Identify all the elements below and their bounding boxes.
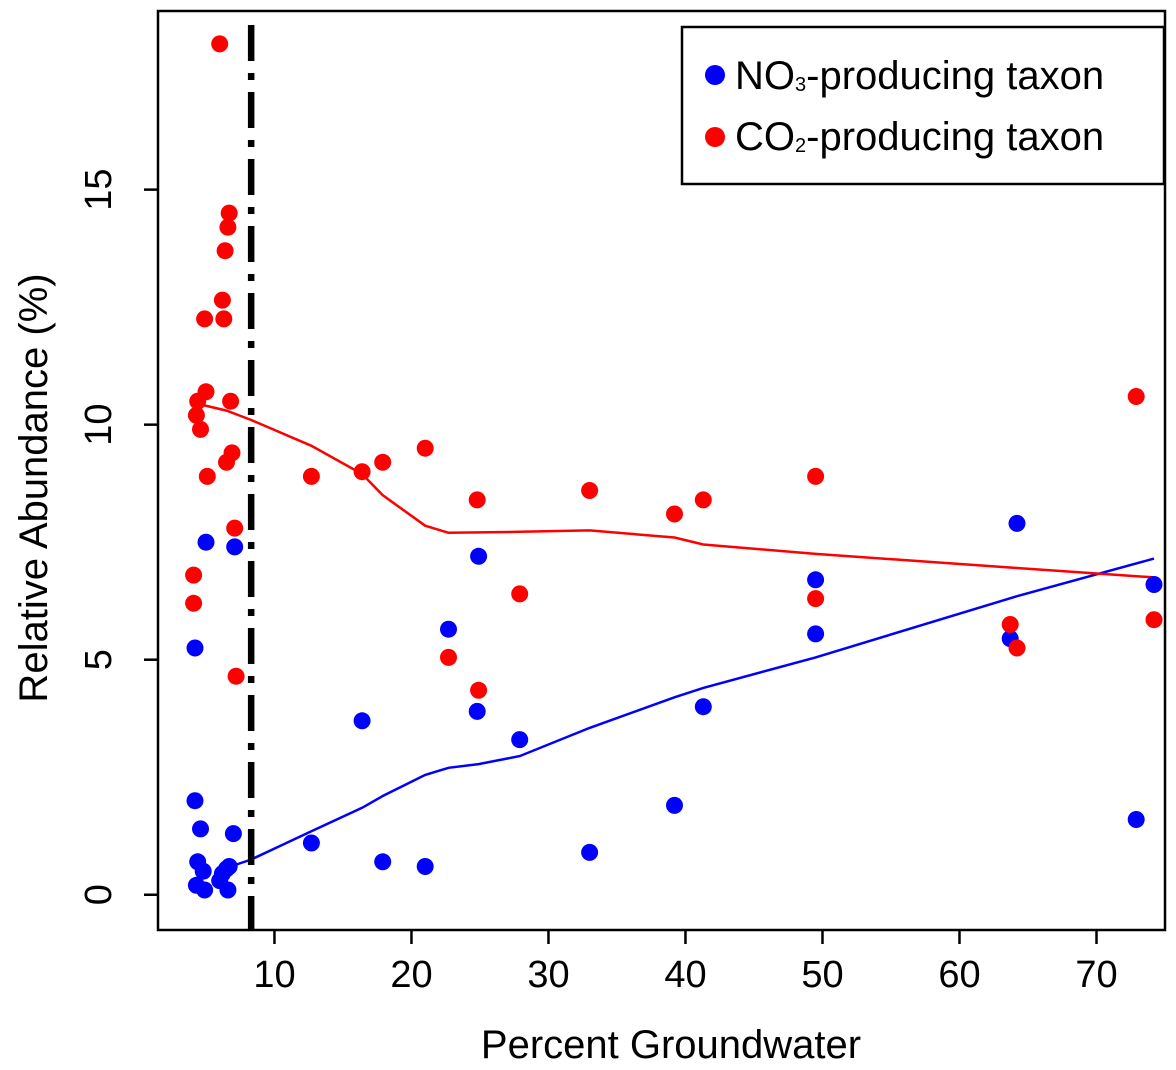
co2-point xyxy=(666,505,683,523)
co2-point xyxy=(196,310,214,328)
co2-point xyxy=(374,453,392,471)
y-axis-title: Relative Abundance (%) xyxy=(12,273,56,702)
co2-point xyxy=(227,667,245,685)
legend-marker-co2 xyxy=(705,127,725,147)
no3-point xyxy=(807,625,825,643)
no3-point xyxy=(186,639,204,657)
no3-point xyxy=(374,853,392,871)
co2-point xyxy=(440,648,457,666)
co2-point xyxy=(416,439,434,457)
x-tick-label: 70 xyxy=(1075,954,1117,996)
y-tick-label: 10 xyxy=(78,404,120,446)
x-axis-title: Percent Groundwater xyxy=(481,1023,861,1067)
legend-label-co2-prefix: CO xyxy=(735,115,795,159)
x-tick-label: 30 xyxy=(527,954,569,996)
co2-point xyxy=(222,392,240,410)
no3-point xyxy=(197,533,215,551)
legend-label-co2-subscript: 2 xyxy=(795,135,806,157)
legend-label-no3: NO3-producing taxon xyxy=(735,54,1104,98)
co2-point xyxy=(1145,611,1163,629)
co2-point xyxy=(223,444,241,462)
no3-point xyxy=(1008,514,1026,532)
co2-point xyxy=(211,35,229,53)
no3-point xyxy=(196,881,214,899)
no3-point xyxy=(302,834,320,852)
co2-point xyxy=(694,491,712,509)
no3-point xyxy=(1145,576,1163,593)
x-tick-label: 50 xyxy=(801,954,843,996)
y-tick-label: 5 xyxy=(78,649,120,670)
x-tick-label: 40 xyxy=(664,954,706,996)
no3-point xyxy=(224,825,242,843)
co2-point xyxy=(198,467,216,485)
no3-point xyxy=(511,731,529,749)
co2-point xyxy=(353,463,371,481)
no3-point xyxy=(353,712,371,730)
no3-point xyxy=(186,792,204,810)
x-tick-label: 60 xyxy=(938,954,980,996)
legend-label-co2-suffix: -producing taxon xyxy=(806,115,1104,159)
no3-point xyxy=(226,538,244,556)
co2-point xyxy=(192,420,209,438)
no3-point xyxy=(581,843,599,861)
legend-box xyxy=(680,25,1166,186)
no3-point xyxy=(194,862,212,880)
no3-point xyxy=(220,858,238,875)
co2-point xyxy=(807,467,825,485)
co2-point xyxy=(213,291,231,309)
co2-point xyxy=(302,467,320,485)
co2-point xyxy=(468,491,486,509)
co2-point xyxy=(185,594,203,612)
co2-point xyxy=(511,585,529,603)
plot-frame xyxy=(156,9,1167,932)
co2-point xyxy=(215,310,233,328)
co2-point xyxy=(219,218,237,236)
no3-point xyxy=(192,820,209,838)
no3-point xyxy=(470,547,488,565)
y-tick-label: 0 xyxy=(78,884,120,905)
no3-point xyxy=(416,858,434,875)
co2-point xyxy=(1001,616,1019,633)
no3-point xyxy=(440,620,457,638)
legend: NO3-producing taxon CO2-producing taxon xyxy=(680,25,1166,186)
no3-point xyxy=(468,702,486,720)
co2-point xyxy=(216,242,234,260)
co2-point xyxy=(1127,388,1145,405)
legend-marker-no3 xyxy=(705,65,725,85)
x-tick-label: 20 xyxy=(390,954,432,996)
co2-trend-line xyxy=(196,402,1155,579)
co2-point xyxy=(470,681,488,699)
no3-point xyxy=(1127,811,1145,828)
co2-point xyxy=(185,566,203,584)
no3-point xyxy=(666,796,683,814)
no3-point xyxy=(694,698,712,716)
no3-point xyxy=(807,571,825,589)
x-tick-label: 10 xyxy=(253,954,295,996)
legend-label-co2: CO2-producing taxon xyxy=(735,115,1104,159)
legend-label-no3-subscript: 3 xyxy=(795,74,806,96)
co2-point xyxy=(807,590,825,608)
co2-point xyxy=(226,519,244,537)
co2-point xyxy=(581,482,599,499)
legend-label-no3-prefix: NO xyxy=(735,54,795,98)
co2-point xyxy=(220,204,238,222)
co2-point xyxy=(197,383,215,401)
y-tick-label: 15 xyxy=(78,168,120,210)
no3-trend-line xyxy=(230,557,1155,868)
no3-point xyxy=(219,881,237,899)
co2-point xyxy=(1008,639,1026,657)
co2-point xyxy=(187,406,205,424)
legend-label-no3-suffix: -producing taxon xyxy=(806,54,1104,98)
